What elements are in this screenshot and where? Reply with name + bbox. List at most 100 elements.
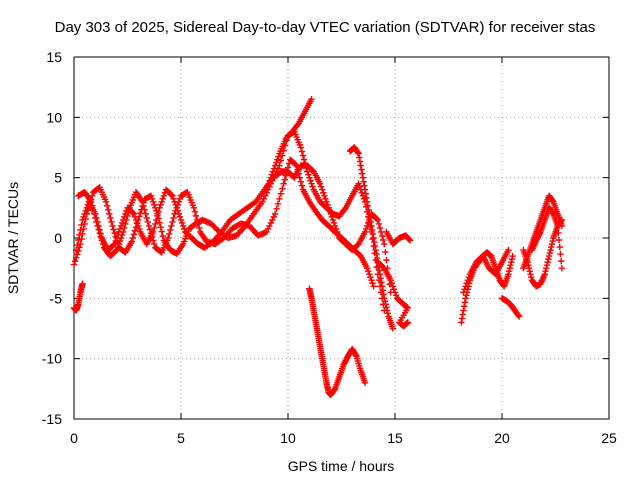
data-point-marker [324, 201, 331, 209]
data-point-marker [71, 257, 79, 265]
data-point-marker [195, 224, 203, 232]
data-point-marker [166, 230, 173, 238]
x-tick-label: 15 [387, 430, 403, 446]
data-point-marker [356, 154, 363, 161]
data-point-marker [280, 180, 287, 187]
data-point-marker [137, 209, 144, 217]
data-point-marker [129, 234, 137, 242]
data-point-marker [191, 208, 199, 216]
data-point-marker [112, 247, 119, 255]
x-tick-label: 0 [70, 430, 78, 446]
data-point-marker [505, 271, 512, 278]
data-point-marker [377, 275, 384, 282]
series-track-h [374, 258, 412, 330]
data-point-marker [103, 202, 111, 210]
data-point-marker [465, 274, 473, 281]
data-point-marker [305, 171, 312, 178]
data-point-marker [373, 250, 380, 258]
data-point-marker [298, 148, 306, 155]
data-point-marker [164, 234, 172, 242]
data-point-marker [110, 226, 117, 233]
data-point-marker [326, 207, 333, 215]
series-track-e [263, 96, 315, 193]
data-point-marker [297, 178, 305, 185]
data-point-marker [114, 243, 122, 251]
data-point-marker [329, 216, 337, 224]
data-point-marker [462, 283, 469, 290]
data-point-marker [114, 231, 122, 239]
data-point-marker [80, 225, 87, 233]
data-point-marker [356, 158, 364, 165]
data-point-marker [525, 261, 532, 269]
data-point-marker [375, 220, 383, 228]
data-point-marker [79, 216, 86, 224]
data-point-marker [181, 225, 188, 233]
data-point-marker [259, 198, 266, 205]
data-point-marker [369, 230, 377, 238]
data-point-marker [515, 312, 522, 319]
data-point-marker [77, 240, 84, 248]
data-point-marker [79, 280, 86, 288]
series-track-k [460, 246, 512, 296]
data-point-marker [554, 222, 561, 230]
data-point-marker [325, 204, 332, 212]
data-point-marker [379, 287, 387, 294]
data-point-marker [281, 176, 288, 183]
data-point-marker [362, 225, 370, 233]
data-point-marker [131, 213, 139, 221]
data-point-marker [527, 271, 534, 278]
data-point-marker [508, 258, 515, 266]
data-point-marker [461, 286, 468, 293]
data-point-marker [390, 286, 398, 293]
data-point-marker [363, 194, 370, 201]
data-point-marker [277, 157, 285, 164]
data-point-marker [361, 182, 368, 189]
data-point-marker [292, 161, 299, 168]
data-point-marker [406, 237, 414, 244]
data-point-marker [177, 216, 185, 224]
data-point-marker [148, 195, 156, 202]
data-point-marker [309, 183, 316, 190]
data-point-marker [366, 210, 373, 218]
data-point-marker [146, 226, 154, 233]
data-point-marker [154, 212, 161, 220]
data-point-marker [373, 215, 381, 223]
data-point-marker [74, 241, 81, 249]
data-point-marker [555, 236, 563, 244]
data-point-marker [381, 240, 388, 248]
y-tick-label: 10 [46, 109, 62, 125]
data-point-marker [266, 177, 274, 184]
data-point-marker [279, 185, 286, 192]
data-point-marker [363, 198, 371, 205]
data-point-marker [270, 213, 277, 221]
data-point-marker [160, 192, 168, 199]
data-point-marker [178, 219, 186, 227]
y-tick-label: 0 [54, 230, 62, 246]
data-point-marker [383, 307, 391, 314]
data-point-marker [152, 220, 159, 228]
data-point-marker [368, 222, 375, 230]
data-points [70, 96, 566, 399]
data-point-marker [142, 210, 149, 218]
data-point-marker [277, 190, 285, 197]
data-point-marker [269, 168, 277, 175]
data-point-marker [558, 257, 565, 265]
x-tick-label: 25 [601, 430, 617, 446]
data-point-marker [143, 214, 150, 222]
data-point-marker [168, 222, 175, 230]
data-point-marker [167, 226, 174, 234]
data-point-marker [357, 162, 364, 169]
data-point-marker [317, 183, 325, 190]
data-point-marker [332, 225, 340, 233]
data-point-marker [106, 210, 113, 218]
data-point-marker [129, 209, 137, 217]
data-point-marker [140, 202, 147, 210]
data-point-marker [545, 252, 553, 260]
data-point-marker [384, 310, 392, 317]
series-track-d [70, 280, 86, 314]
chart-title: Day 303 of 2025, Sidereal Day-to-day VTE… [55, 19, 596, 36]
data-point-marker [75, 236, 82, 244]
data-point-marker [151, 224, 158, 232]
data-point-marker [526, 267, 534, 275]
series-track-l [498, 295, 523, 320]
